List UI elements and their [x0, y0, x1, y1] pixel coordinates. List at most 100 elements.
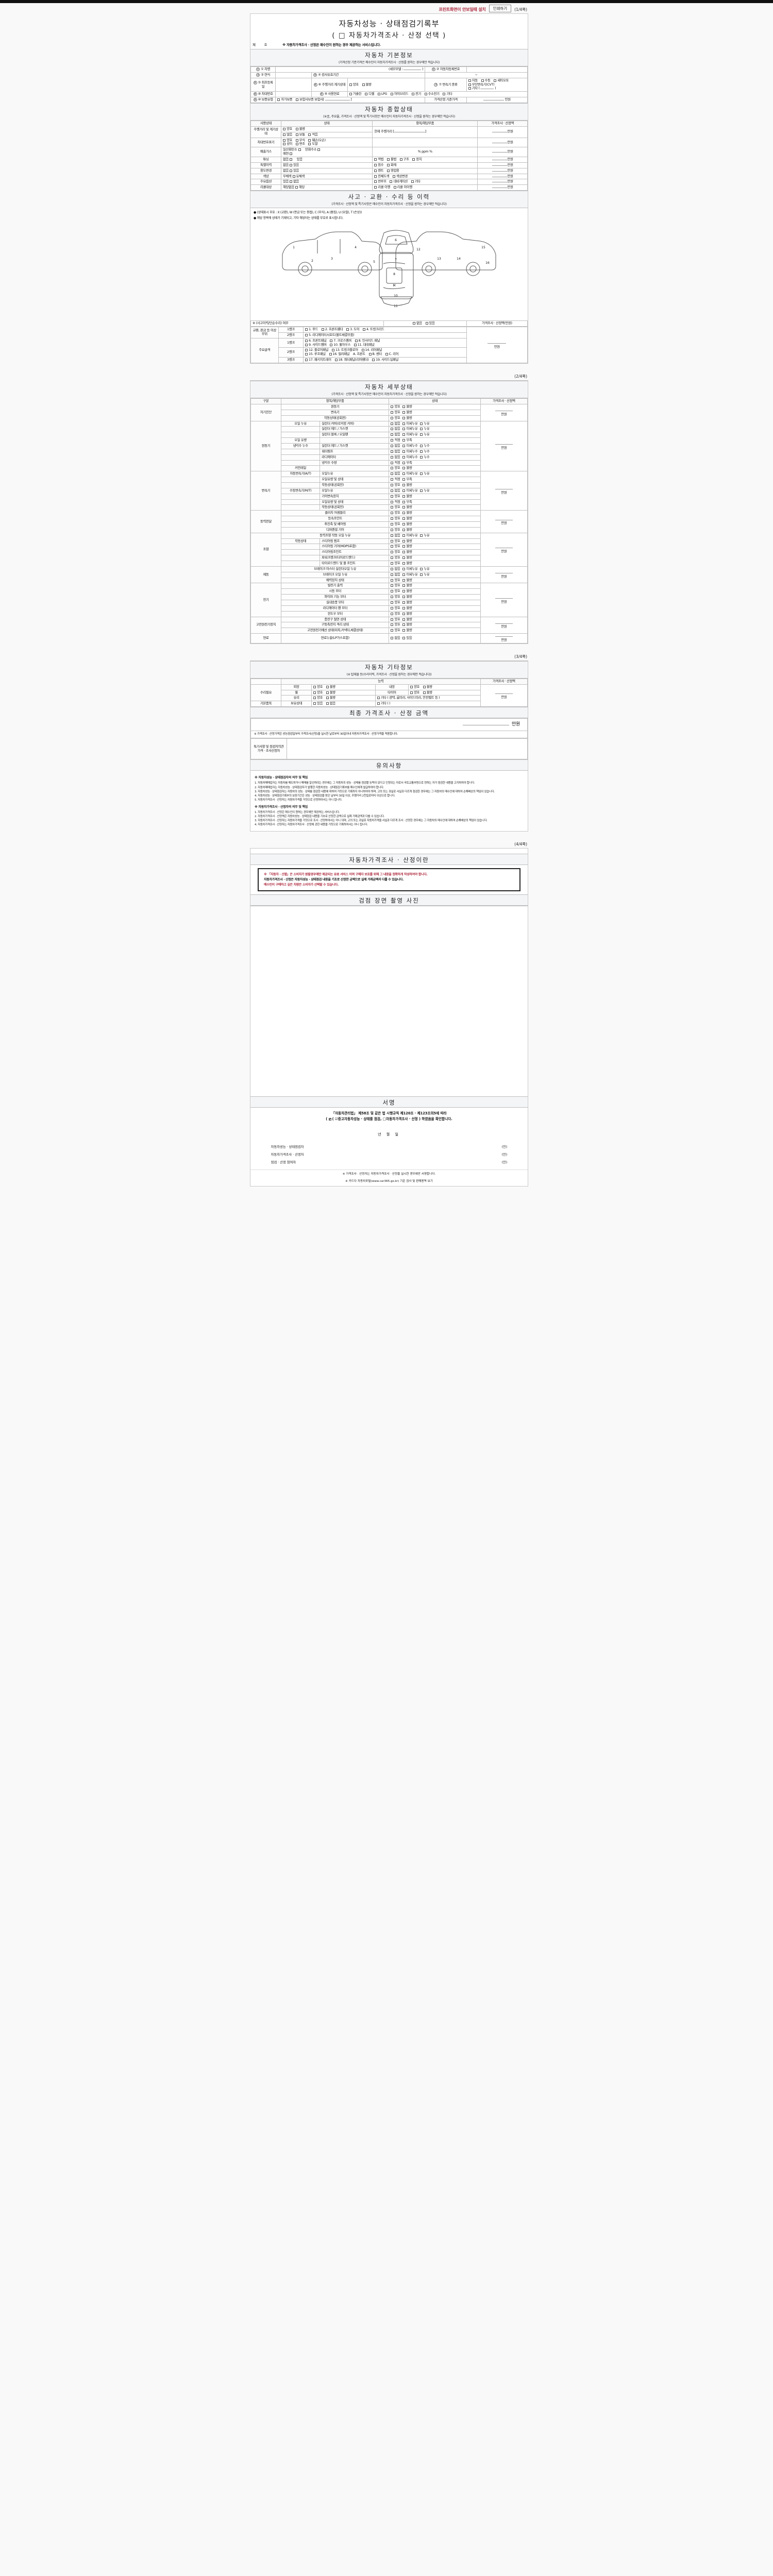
checkbox-detail-1-1-2[interactable] — [420, 428, 423, 431]
detail-state-0-2[interactable]: 양호 불량 — [389, 415, 481, 421]
checkbox-cross-member[interactable] — [330, 339, 333, 342]
checkbox-smoke[interactable] — [290, 152, 293, 156]
checkbox-repaint-all[interactable] — [374, 175, 377, 178]
basic-value-base-price[interactable]: 만원 — [466, 97, 528, 104]
checkbox-detail-7-1-1[interactable] — [402, 623, 406, 626]
overall-item-tuning[interactable]: 적법 불법 구조 장치 — [372, 157, 478, 163]
checkbox-fuel-hydrogen[interactable] — [424, 93, 427, 96]
install-notice-link[interactable]: 프린트화면이 안보일때 설치 — [439, 7, 486, 12]
checkbox-detail-4-1-1[interactable] — [402, 539, 406, 543]
detail-state-4-0[interactable]: 없음 미세누유 누유 — [389, 532, 481, 539]
accident-frame-b[interactable]: 12. 플로어패널 13. 트렁크플로어 14. 리어패널 15. 루프패널 1… — [303, 347, 467, 358]
checkbox-package-tray[interactable] — [305, 359, 308, 362]
checkbox-detail-2-2-0[interactable] — [391, 483, 394, 486]
checkbox-detail-1-1-1[interactable] — [402, 428, 406, 431]
checkbox-detail-1-4-1[interactable] — [402, 444, 406, 447]
checkbox-detail-6-1-0[interactable] — [391, 590, 394, 593]
detail-state-0-0[interactable]: 양호 불량 — [389, 403, 481, 410]
checkbox-detail-4-5-0[interactable] — [391, 562, 394, 565]
checkbox-tire-bad[interactable] — [423, 691, 426, 694]
checkbox-tuning-legal[interactable] — [374, 158, 377, 161]
overall-item-color[interactable]: 전체도색 색상변경 — [372, 173, 478, 180]
checkbox-detail-1-7-0[interactable] — [391, 461, 394, 464]
basic-value-carname[interactable]: (세부모델 : ) — [275, 66, 426, 73]
overall-item-odometer[interactable]: 현재 주행거리 [] — [372, 126, 478, 138]
detail-state-6-2[interactable]: 양호 불량 — [389, 594, 481, 600]
overall-state-usechange[interactable]: 없음 있음 — [281, 167, 373, 174]
checkbox-detail-1-6-0[interactable] — [391, 455, 394, 459]
checkbox-detail-0-1-0[interactable] — [391, 411, 394, 414]
checkbox-detail-8-0-1[interactable] — [402, 637, 406, 640]
checkbox-detail-0-0-1[interactable] — [402, 405, 406, 408]
special-remarks-value[interactable] — [286, 738, 528, 760]
detail-state-6-4[interactable]: 양호 불량 — [389, 605, 481, 612]
overall-price-options[interactable]: 만원 — [477, 179, 528, 185]
detail-state-4-3[interactable]: 양호 불량 — [389, 549, 481, 556]
checkbox-detail-6-0-0[interactable] — [391, 584, 394, 587]
accident-total-price[interactable]: 만원 — [466, 327, 528, 364]
checkbox-detail-2-4-1[interactable] — [402, 495, 406, 498]
accident-frame-a[interactable]: 6. 프론트패널 7. 크로스멤버 8. 인사이드 패널 9. 사이드멤버 10… — [303, 337, 467, 348]
overall-state-special[interactable]: 없음 있음 — [281, 162, 373, 168]
checkbox-detail-2-5-0[interactable] — [391, 500, 394, 503]
checkbox-detail-1-0-0[interactable] — [391, 422, 394, 425]
overall-state-odometer[interactable]: 양호 불량 — [281, 126, 373, 132]
etc-state-wheel[interactable]: 양호 불량 — [311, 689, 376, 696]
checkbox-detail-5-0-2[interactable] — [420, 567, 423, 570]
checkbox-glass-bad[interactable] — [326, 697, 329, 700]
signature-seal-participant[interactable]: (인) — [501, 1160, 508, 1164]
detail-state-4-1[interactable]: 양호 불량 — [389, 538, 481, 545]
detail-price-3[interactable]: 만원 — [480, 510, 528, 533]
checkbox-warranty-self[interactable] — [277, 98, 280, 101]
detail-state-5-1[interactable]: 없음 미세누유 누유 — [389, 571, 481, 578]
checkbox-detail-2-5-1[interactable] — [402, 500, 406, 503]
detail-state-2-6[interactable]: 양호 불량 — [389, 504, 481, 511]
checkbox-wheel-house[interactable] — [330, 343, 333, 346]
etc-price[interactable]: 만원 — [480, 684, 528, 707]
checkbox-detail-1-5-1[interactable] — [402, 450, 406, 453]
checkbox-detail-2-1-0[interactable] — [391, 478, 394, 481]
checkbox-detail-3-2-0[interactable] — [391, 522, 394, 526]
basic-value-first-reg[interactable] — [275, 77, 312, 92]
checkbox-detail-0-0-0[interactable] — [391, 405, 394, 408]
detail-state-4-2[interactable]: 양호 불량 — [389, 544, 481, 550]
checkbox-detail-1-3-1[interactable] — [402, 439, 406, 442]
checkbox-hc[interactable] — [317, 148, 321, 151]
overall-price-emission[interactable]: 만원 — [477, 147, 528, 158]
checkbox-ext-bad[interactable] — [326, 685, 329, 688]
checkbox-fuel-hybrid[interactable] — [390, 93, 393, 96]
checkbox-detail-7-0-1[interactable] — [402, 618, 406, 621]
checkbox-fuel-lpg[interactable] — [377, 93, 380, 96]
checkbox-detail-1-8-0[interactable] — [391, 467, 394, 470]
signature-seal-performance[interactable]: (인) — [501, 1145, 508, 1149]
accident-legend-options[interactable]: 없음 있음 — [383, 320, 467, 327]
checkbox-vin-corrode[interactable] — [295, 139, 298, 142]
detail-price-5[interactable]: 만원 — [480, 566, 528, 584]
detail-state-2-2[interactable]: 양호 불량 — [389, 482, 481, 488]
checkbox-detail-2-3-0[interactable] — [391, 489, 394, 492]
etc-state-possession[interactable]: 있음 없음 — [311, 701, 376, 707]
checkbox-detail-1-2-2[interactable] — [420, 433, 423, 436]
checkbox-many[interactable] — [283, 133, 286, 136]
detail-state-1-7[interactable]: 적정 부족 — [389, 460, 481, 466]
checkbox-detail-2-4-0[interactable] — [391, 495, 394, 498]
checkbox-trunk-floor[interactable] — [332, 349, 335, 352]
detail-state-7-1[interactable]: 양호 불량 — [389, 622, 481, 629]
checkbox-detail-2-6-0[interactable] — [391, 506, 394, 509]
checkbox-detail-3-1-0[interactable] — [391, 517, 394, 520]
overall-price-recall[interactable]: 만원 — [477, 184, 528, 191]
checkbox-detail-5-1-1[interactable] — [402, 573, 406, 576]
checkbox-havenot[interactable] — [326, 702, 329, 705]
detail-state-1-6[interactable]: 없음 미세누수 누수 — [389, 454, 481, 461]
checkbox-fuel-other[interactable] — [443, 93, 446, 96]
checkbox-detail-6-1-1[interactable] — [402, 590, 406, 593]
checkbox-normal[interactable] — [295, 133, 298, 136]
basic-value-vin[interactable] — [275, 91, 312, 98]
checkbox-odometer-good[interactable] — [349, 83, 352, 86]
checkbox-trans-cvt[interactable] — [468, 83, 471, 86]
detail-state-2-1[interactable]: 적정 부족 — [389, 477, 481, 483]
overall-price-tuning[interactable]: 만원 — [477, 157, 528, 163]
detail-price-1[interactable]: 만원 — [480, 420, 528, 472]
checkbox-trans-auto[interactable] — [468, 79, 471, 82]
checkbox-front-fender[interactable] — [321, 328, 324, 331]
